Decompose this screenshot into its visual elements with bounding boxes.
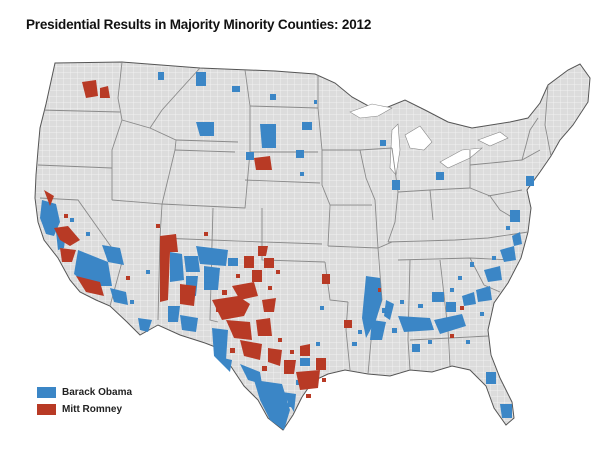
map-legend: Barack Obama Mitt Romney (37, 384, 132, 418)
great-lakes (349, 103, 509, 176)
romney-scattered-counties (64, 214, 464, 398)
legend-label-romney: Mitt Romney (62, 404, 122, 415)
map-title: Presidential Results in Majority Minorit… (26, 17, 372, 32)
state-borders (37, 62, 552, 375)
romney-swatch (37, 404, 56, 415)
legend-item-obama: Barack Obama (37, 384, 132, 401)
legend-label-obama: Barack Obama (62, 387, 133, 398)
romney-counties (44, 80, 352, 390)
obama-swatch (37, 387, 56, 398)
obama-counties (40, 72, 534, 430)
legend-item-romney: Mitt Romney (37, 401, 132, 418)
